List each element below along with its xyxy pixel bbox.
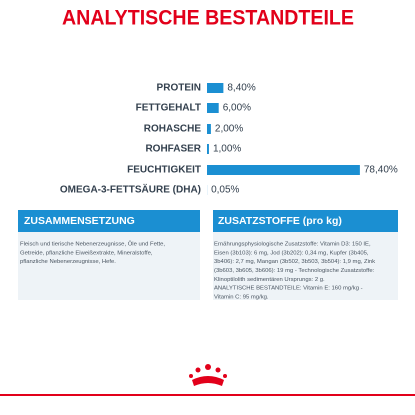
value-label: 2,00% bbox=[215, 124, 243, 135]
section-text: Getreide, pflanzliche Eiweißextrakte, Mi… bbox=[20, 250, 153, 256]
section-text: Vitamin C: 95 mg/kg. bbox=[214, 294, 269, 300]
footer-line bbox=[0, 394, 415, 396]
section-text: Fleisch und tierische Nebenerzeugnisse, … bbox=[20, 241, 165, 248]
section-text: Eisen (3b103): 6 mg, Jod (3b202): 0,34 m… bbox=[214, 250, 369, 256]
section-text: ANALYTISCHE BESTANDTEILE: Vitamin E: 160… bbox=[214, 286, 363, 292]
bar bbox=[207, 165, 360, 175]
bar bbox=[207, 124, 211, 134]
value-label: 1,00% bbox=[213, 144, 241, 155]
logo-dot bbox=[189, 374, 193, 378]
section-text: (3b603, 3b605, 3b606): 19 mg - Technolog… bbox=[214, 268, 375, 274]
bar bbox=[207, 103, 219, 113]
section-text: pflanzliche Nebenerzeugnisse, Hefe. bbox=[20, 259, 116, 265]
logo-dot bbox=[223, 374, 227, 378]
value-label: 78,40% bbox=[364, 165, 398, 176]
section-body bbox=[18, 232, 200, 300]
logo bbox=[189, 364, 227, 386]
section-text: Ernährungsphysiologische Zusatzstoffe: V… bbox=[214, 242, 371, 248]
section-title: ZUSATZSTOFFE (pro kg) bbox=[218, 215, 342, 227]
section-text: 3b406): 2,7 mg, Mangan (3b502, 3b503, 3b… bbox=[214, 259, 375, 265]
section-header bbox=[18, 210, 200, 232]
section-body bbox=[213, 232, 398, 300]
category-label: OMEGA-3-FETTSÄURE (DHA) bbox=[60, 183, 201, 196]
chart-title: ANALYTISCHE BESTANDTEILE bbox=[62, 7, 354, 30]
category-label: FETTGEHALT bbox=[136, 103, 201, 114]
logo-dot bbox=[195, 367, 201, 373]
bar bbox=[207, 144, 209, 154]
value-label: 0,05% bbox=[211, 185, 239, 196]
category-label: PROTEIN bbox=[157, 83, 201, 94]
value-label: 8,40% bbox=[227, 83, 255, 94]
bar bbox=[207, 83, 224, 93]
category-label: ROHFASER bbox=[145, 144, 201, 155]
category-label: ROHASCHE bbox=[144, 124, 202, 135]
logo-dot bbox=[215, 367, 221, 373]
category-label: FEUCHTIGKEIT bbox=[127, 165, 201, 176]
section-title: ZUSAMMENSETZUNG bbox=[24, 215, 135, 227]
logo-dot bbox=[205, 364, 211, 370]
logo-crown bbox=[192, 376, 224, 386]
value-label: 6,00% bbox=[223, 103, 251, 114]
section-text: Klinoptilolith sedimentären Ursprungs: 2… bbox=[214, 277, 325, 283]
section-header bbox=[213, 210, 398, 232]
